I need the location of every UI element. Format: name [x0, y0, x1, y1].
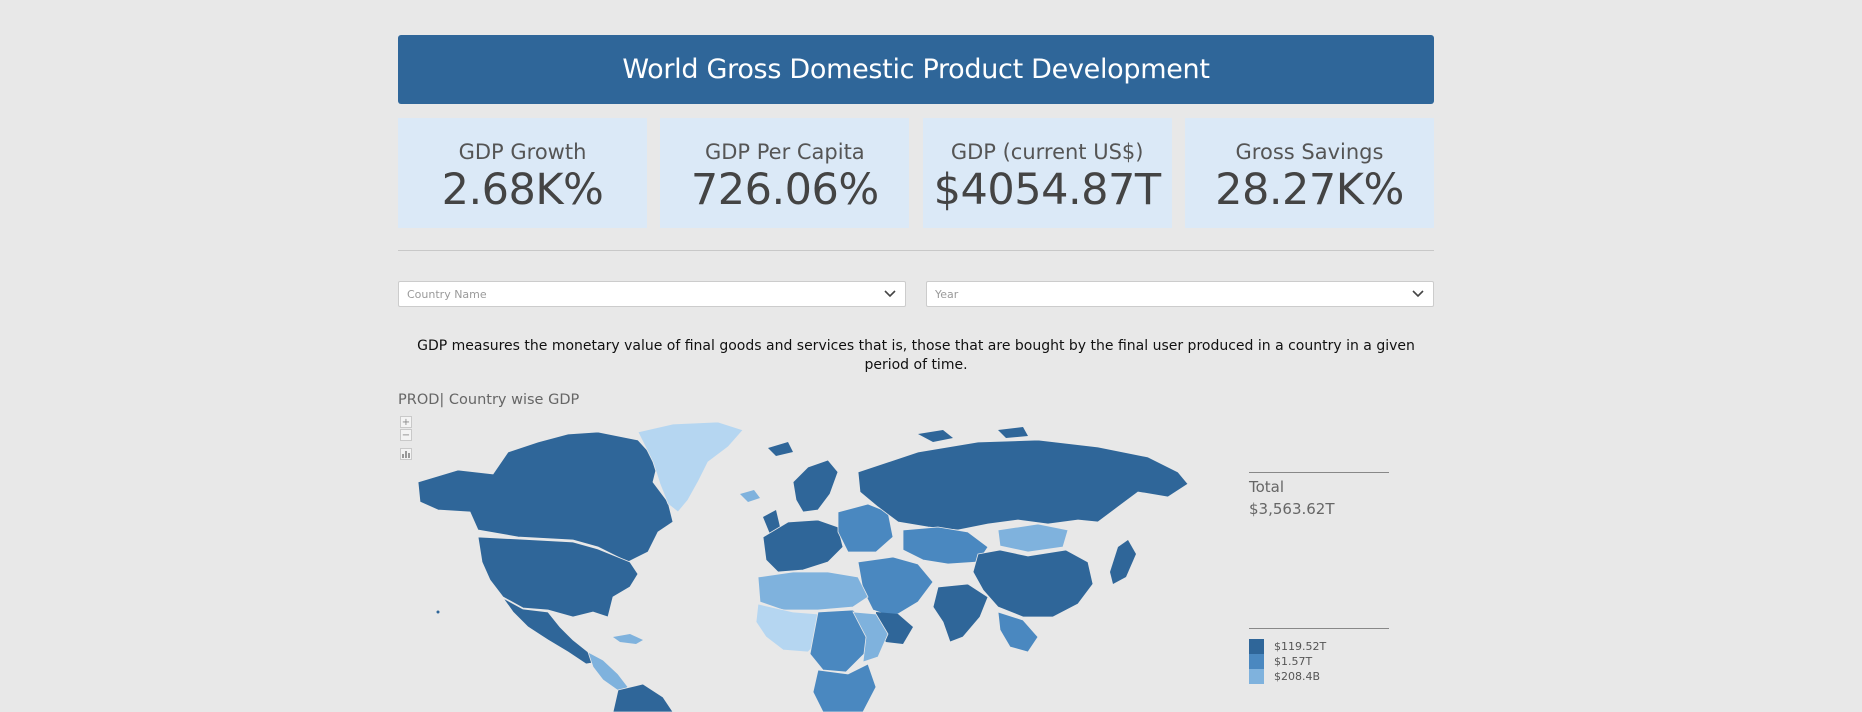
map-region-southeast-asia — [997, 611, 1039, 653]
year-placeholder: Year — [935, 287, 959, 301]
kpi-card-gross-savings: Gross Savings 28.27K% — [1184, 118, 1434, 228]
map-legend-total: Total $3,563.62T — [1249, 472, 1389, 518]
kpi-card-gdp-growth: GDP Growth 2.68K% — [398, 118, 647, 228]
map-legend-scale: $119.52T $1.57T $208.4B — [1249, 628, 1389, 684]
map-region-middle-east — [857, 556, 934, 618]
legend-divider — [1249, 472, 1389, 473]
legend-total-label: Total — [1249, 478, 1285, 496]
legend-scale-label: $1.57T — [1274, 655, 1313, 668]
map-region-north-america-north — [417, 431, 674, 563]
dashboard: World Gross Domestic Product Development… — [398, 35, 1434, 712]
legend-divider — [1249, 628, 1389, 629]
legend-swatch — [1249, 669, 1264, 684]
zoom-in-button[interactable]: + — [400, 416, 412, 428]
chevron-down-icon[interactable] — [883, 287, 897, 301]
map-zoom-controls: + − — [400, 416, 412, 460]
country-name-placeholder: Country Name — [407, 287, 487, 301]
map-region-uk — [763, 510, 780, 534]
map-region-mongolia — [997, 523, 1069, 553]
choropleth-map: + − Total $3,563.62T $119.52T $1.57T — [398, 412, 1434, 712]
legend-scale-row: $208.4B — [1249, 669, 1389, 684]
country-name-select[interactable]: Country Name — [398, 281, 906, 307]
section-divider — [398, 250, 1434, 251]
legend-scale-row: $1.57T — [1249, 654, 1389, 669]
map-region-china — [972, 549, 1094, 618]
legend-total-value: $3,563.62T — [1249, 500, 1335, 518]
kpi-card-gdp-current-usd: GDP (current US$) $4054.87T — [922, 118, 1172, 228]
map-region-central-asia — [902, 526, 989, 565]
page-title: World Gross Domestic Product Development — [622, 54, 1210, 85]
world-map[interactable] — [398, 412, 1238, 712]
legend-swatch — [1249, 639, 1264, 654]
kpi-card-gdp-per-capita: GDP Per Capita 726.06% — [660, 118, 910, 228]
map-region-central-america — [587, 651, 629, 693]
chevron-down-icon[interactable] — [1411, 287, 1425, 301]
map-region-usa — [477, 536, 639, 618]
kpi-label: GDP Growth — [458, 140, 587, 164]
map-region-southern-africa — [812, 663, 877, 712]
page-title-bar: World Gross Domestic Product Development — [398, 35, 1434, 104]
legend-swatch — [1249, 654, 1264, 669]
legend-scale-label: $208.4B — [1274, 670, 1321, 683]
map-region-greenland — [637, 421, 744, 513]
kpi-value: $4054.87T — [933, 165, 1161, 215]
kpi-value: 2.68K% — [441, 165, 604, 215]
kpi-value: 726.06% — [690, 165, 879, 215]
map-region-japan — [1110, 540, 1136, 584]
map-title: PROD| Country wise GDP — [398, 392, 580, 408]
map-region-iceland — [740, 490, 760, 502]
kpi-value: 28.27K% — [1215, 165, 1404, 215]
bar-chart-icon — [402, 451, 410, 458]
filters: Country Name Year — [398, 281, 1434, 307]
legend-scale-row: $119.52T — [1249, 639, 1389, 654]
kpi-cards: GDP Growth 2.68K% GDP Per Capita 726.06%… — [398, 118, 1434, 228]
map-region-north-africa — [757, 571, 869, 611]
kpi-label: GDP Per Capita — [704, 140, 865, 164]
chart-toggle-button[interactable] — [400, 448, 412, 460]
zoom-out-button[interactable]: − — [400, 429, 412, 441]
map-region-east-africa — [852, 611, 889, 663]
map-region-eastern-europe — [837, 503, 894, 553]
map-region-arctic-islands — [768, 427, 1028, 456]
kpi-label: Gross Savings — [1235, 140, 1384, 164]
map-region-western-europe — [762, 519, 844, 573]
gdp-description: GDP measures the monetary value of final… — [417, 338, 1415, 373]
map-region-caribbean — [613, 634, 643, 644]
map-region-india — [932, 583, 989, 643]
map-region-island — [436, 610, 440, 614]
map-region-west-africa — [755, 603, 824, 653]
legend-scale-label: $119.52T — [1274, 640, 1327, 653]
year-select[interactable]: Year — [926, 281, 1434, 307]
map-region-scandinavia — [792, 459, 839, 513]
kpi-label: GDP (current US$) — [950, 140, 1144, 164]
map-region-russia — [857, 439, 1189, 531]
